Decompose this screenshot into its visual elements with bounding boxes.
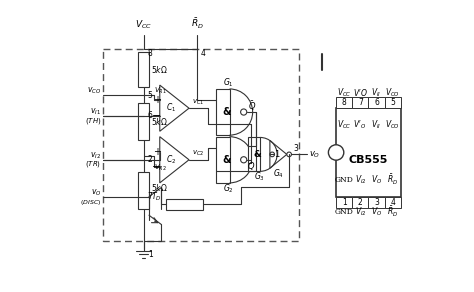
Text: $G_2$: $G_2$ bbox=[223, 183, 234, 195]
Circle shape bbox=[241, 109, 247, 115]
Text: CB555: CB555 bbox=[349, 155, 388, 165]
Bar bbox=[384, 98, 401, 108]
Bar bbox=[384, 197, 401, 208]
Bar bbox=[352, 98, 368, 108]
Bar bbox=[368, 98, 384, 108]
Bar bbox=[138, 103, 149, 140]
Text: $v_{I2}$: $v_{I2}$ bbox=[90, 151, 101, 161]
Text: $V_{CC}$: $V_{CC}$ bbox=[337, 119, 352, 131]
Text: $V_{CO}$: $V_{CO}$ bbox=[385, 86, 400, 99]
Text: 7: 7 bbox=[147, 192, 152, 201]
Text: $V'O$: $V'O$ bbox=[353, 87, 368, 98]
Text: −: − bbox=[152, 162, 161, 173]
Text: $\bar{Q}$: $\bar{Q}$ bbox=[248, 99, 256, 113]
Text: $v_{C1}$: $v_{C1}$ bbox=[192, 98, 204, 107]
Text: $v_{I1}$: $v_{I1}$ bbox=[90, 107, 101, 117]
Circle shape bbox=[270, 152, 274, 157]
Text: $Q$: $Q$ bbox=[247, 160, 255, 172]
Text: $v_O$: $v_O$ bbox=[309, 149, 320, 160]
Text: +: + bbox=[153, 147, 161, 157]
Text: $(DISC)$: $(DISC)$ bbox=[80, 198, 101, 207]
Text: $V_{CC}$: $V_{CC}$ bbox=[337, 86, 352, 99]
Text: 1: 1 bbox=[342, 198, 346, 207]
Text: 6: 6 bbox=[147, 111, 152, 120]
Text: $(TH)$: $(TH)$ bbox=[85, 116, 101, 126]
Text: GND: GND bbox=[335, 208, 354, 216]
Text: $V_O$: $V_O$ bbox=[371, 206, 382, 218]
Text: $V_{II}$: $V_{II}$ bbox=[372, 119, 382, 131]
Circle shape bbox=[287, 152, 292, 157]
Text: $V_{I2}$: $V_{I2}$ bbox=[355, 173, 366, 186]
Bar bbox=[352, 197, 368, 208]
Text: 1: 1 bbox=[148, 250, 153, 259]
Text: 4: 4 bbox=[201, 49, 205, 58]
Text: GND: GND bbox=[335, 176, 354, 184]
Text: $V'_O$: $V'_O$ bbox=[354, 119, 367, 131]
Text: $V_{CO}$: $V_{CO}$ bbox=[385, 119, 400, 131]
Text: 2: 2 bbox=[147, 155, 152, 164]
Bar bbox=[336, 98, 352, 108]
Bar bbox=[248, 138, 260, 171]
Bar bbox=[336, 197, 352, 208]
Circle shape bbox=[328, 145, 344, 160]
Text: $C_1$: $C_1$ bbox=[166, 102, 176, 114]
Text: 8: 8 bbox=[147, 49, 152, 58]
Text: $G_1$: $G_1$ bbox=[223, 77, 234, 89]
Text: 6: 6 bbox=[374, 98, 379, 107]
Text: 3: 3 bbox=[293, 144, 299, 153]
Bar bbox=[166, 199, 203, 210]
Text: +: + bbox=[153, 95, 161, 105]
Text: $V_O$: $V_O$ bbox=[371, 173, 382, 186]
Text: $G_4$: $G_4$ bbox=[273, 167, 284, 180]
Text: $T_D$: $T_D$ bbox=[151, 190, 162, 203]
Text: 1: 1 bbox=[274, 150, 280, 159]
Text: $V_{R2}$: $V_{R2}$ bbox=[155, 162, 167, 173]
Text: 7: 7 bbox=[358, 98, 363, 107]
Bar bbox=[216, 89, 229, 135]
Text: $C_2$: $C_2$ bbox=[166, 154, 176, 166]
Text: $5k\Omega$: $5k\Omega$ bbox=[151, 182, 168, 193]
Text: $5k\Omega$: $5k\Omega$ bbox=[151, 116, 168, 127]
Text: 2: 2 bbox=[358, 198, 363, 207]
Bar bbox=[138, 52, 149, 87]
Text: $\bar{R}_D$: $\bar{R}_D$ bbox=[191, 17, 204, 31]
Text: 4: 4 bbox=[390, 198, 395, 207]
Text: $\bar{R}_D$: $\bar{R}_D$ bbox=[387, 173, 398, 187]
Circle shape bbox=[241, 157, 247, 163]
Text: −: − bbox=[152, 111, 161, 121]
Text: $V_{II}$: $V_{II}$ bbox=[372, 86, 382, 99]
Text: &: & bbox=[222, 155, 231, 165]
Text: $v_{CO}$: $v_{CO}$ bbox=[87, 86, 101, 96]
Text: $V_{R1}$: $V_{R1}$ bbox=[155, 86, 167, 96]
Bar bbox=[216, 137, 229, 183]
Text: $V_{I2}$: $V_{I2}$ bbox=[355, 206, 366, 218]
Text: $\bar{R}_D$: $\bar{R}_D$ bbox=[387, 205, 398, 219]
Text: &: & bbox=[222, 107, 231, 117]
Text: 8: 8 bbox=[342, 98, 346, 107]
Text: $v_O$: $v_O$ bbox=[91, 188, 101, 198]
Text: $5k\Omega$: $5k\Omega$ bbox=[151, 64, 168, 75]
Text: $(TR)$: $(TR)$ bbox=[85, 159, 101, 169]
Text: $G_3$: $G_3$ bbox=[254, 171, 264, 183]
Text: $v_{C2}$: $v_{C2}$ bbox=[192, 149, 204, 158]
Text: 3: 3 bbox=[374, 198, 379, 207]
Text: 5: 5 bbox=[390, 98, 395, 107]
Bar bbox=[336, 108, 401, 197]
Text: $V_{CC}$: $V_{CC}$ bbox=[135, 19, 152, 31]
Text: &: & bbox=[254, 150, 262, 159]
Bar bbox=[368, 197, 384, 208]
Bar bbox=[138, 172, 149, 209]
Text: 5: 5 bbox=[147, 91, 152, 100]
